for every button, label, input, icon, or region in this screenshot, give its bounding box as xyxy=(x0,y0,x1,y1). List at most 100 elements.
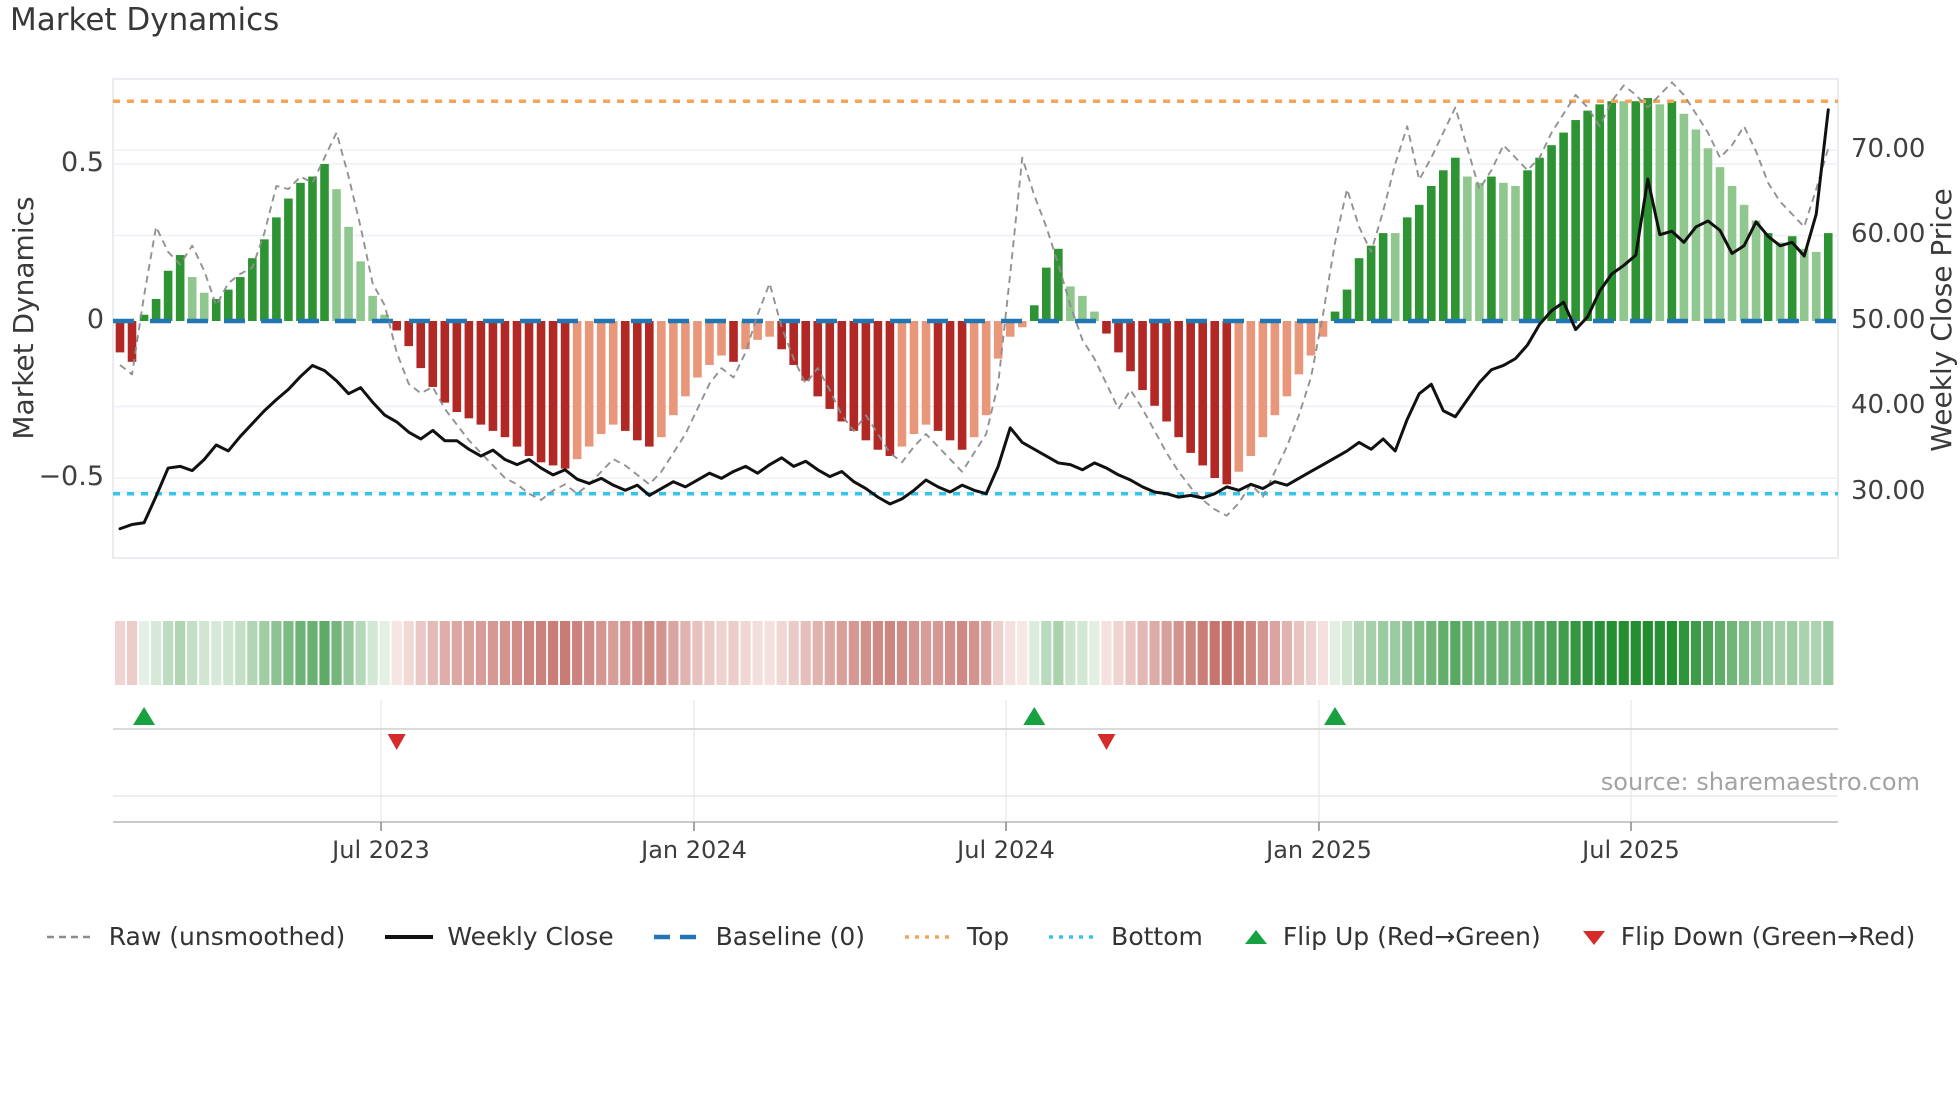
bar xyxy=(1439,170,1448,321)
right-tick-30: 30.00 xyxy=(1851,476,1926,506)
bar xyxy=(657,321,666,438)
plot-border xyxy=(112,78,1839,559)
heat-cell xyxy=(1329,621,1341,685)
x-tick-jan-2025: Jan 2025 xyxy=(1266,836,1372,864)
bar xyxy=(1005,321,1015,337)
heat-cell xyxy=(920,621,932,685)
heat-cell xyxy=(1462,621,1473,685)
bar xyxy=(969,321,979,438)
bar xyxy=(1258,321,1268,438)
x-tick-jul-2025: Jul 2025 xyxy=(1582,836,1680,864)
heat-cell xyxy=(1594,621,1605,685)
heat-cell xyxy=(1438,621,1449,685)
right-tick-70: 70.00 xyxy=(1851,134,1926,164)
bar xyxy=(1559,132,1568,321)
heat-cell xyxy=(752,621,763,685)
heat-cell xyxy=(1233,621,1244,685)
heat-cell xyxy=(632,621,643,685)
heat-cell xyxy=(969,621,980,685)
bar xyxy=(1751,220,1761,321)
bar xyxy=(332,189,341,321)
bar xyxy=(1210,321,1220,478)
bar xyxy=(1246,321,1256,457)
bar xyxy=(392,321,401,331)
heat-cell xyxy=(1414,621,1425,685)
weekly-close-line xyxy=(118,108,1830,531)
bar xyxy=(1402,217,1412,321)
flip-down-marker-icon xyxy=(1097,734,1116,750)
heat-cell xyxy=(451,621,462,685)
bar xyxy=(861,321,871,441)
heat-cell xyxy=(463,621,474,685)
bar xyxy=(1607,101,1617,321)
legend-item-baseline: Baseline (0) xyxy=(652,922,865,951)
heat-cell xyxy=(1293,621,1305,685)
bar xyxy=(945,321,955,441)
bar xyxy=(1643,98,1653,321)
heat-cell xyxy=(1498,621,1509,685)
heat-cell xyxy=(247,621,258,685)
heat-cell xyxy=(283,621,294,685)
bar xyxy=(993,321,1003,359)
heat-cell xyxy=(523,621,535,685)
legend-item-raw: Raw (unsmoothed) xyxy=(45,922,345,951)
heat-cell xyxy=(572,621,583,685)
bar xyxy=(1535,157,1544,321)
legend-label-bottom: Bottom xyxy=(1111,922,1203,951)
heat-cell xyxy=(1101,621,1112,685)
bar xyxy=(356,261,365,321)
heat-cell xyxy=(126,621,138,685)
bar xyxy=(272,217,281,321)
bar xyxy=(1475,182,1484,321)
flip-marker-panel xyxy=(113,700,1838,831)
bar xyxy=(1378,233,1388,321)
right-axis-title: Weekly Close Price xyxy=(1925,188,1958,452)
bar xyxy=(1703,148,1713,321)
bar xyxy=(596,321,606,435)
bar xyxy=(199,292,209,321)
left-axis-title: Market Dynamics xyxy=(7,196,40,440)
bar xyxy=(476,321,486,425)
heat-cell xyxy=(740,621,751,685)
heat-cell xyxy=(271,621,282,685)
heat-cell xyxy=(307,621,318,685)
heat-cell xyxy=(1510,621,1521,685)
heat-cell xyxy=(848,621,859,685)
bar xyxy=(1787,236,1797,321)
heat-cell xyxy=(1221,621,1232,685)
bar xyxy=(223,289,233,321)
bar xyxy=(1571,120,1580,321)
bar xyxy=(1547,145,1556,321)
bar xyxy=(1090,311,1099,321)
bar xyxy=(139,314,149,321)
bar xyxy=(1511,185,1520,321)
heat-cell xyxy=(680,621,691,685)
bar xyxy=(1619,101,1629,321)
bar xyxy=(1595,104,1604,321)
heat-cell xyxy=(1137,621,1148,685)
bar xyxy=(368,295,377,321)
left-tick-0.5: 0.5 xyxy=(61,147,104,178)
bar xyxy=(897,321,907,447)
heat-cell xyxy=(1053,621,1064,685)
heat-cell xyxy=(1017,621,1028,685)
heat-cell xyxy=(788,621,799,685)
heat-cell xyxy=(884,621,896,685)
bar xyxy=(1463,176,1472,321)
heat-cell xyxy=(1029,621,1040,685)
bar xyxy=(1390,233,1400,321)
x-tick-jan-2024: Jan 2024 xyxy=(641,836,747,864)
heat-cell xyxy=(1558,621,1569,685)
bar xyxy=(1234,321,1244,472)
flip-down-triangle-icon xyxy=(1582,930,1605,945)
heat-cell xyxy=(716,621,727,685)
heat-cell xyxy=(1317,621,1329,685)
heat-cell xyxy=(343,621,354,685)
bar xyxy=(1294,321,1304,375)
heat-cell xyxy=(175,621,186,685)
bar xyxy=(560,321,570,469)
bar xyxy=(669,321,678,416)
bar xyxy=(933,321,943,431)
